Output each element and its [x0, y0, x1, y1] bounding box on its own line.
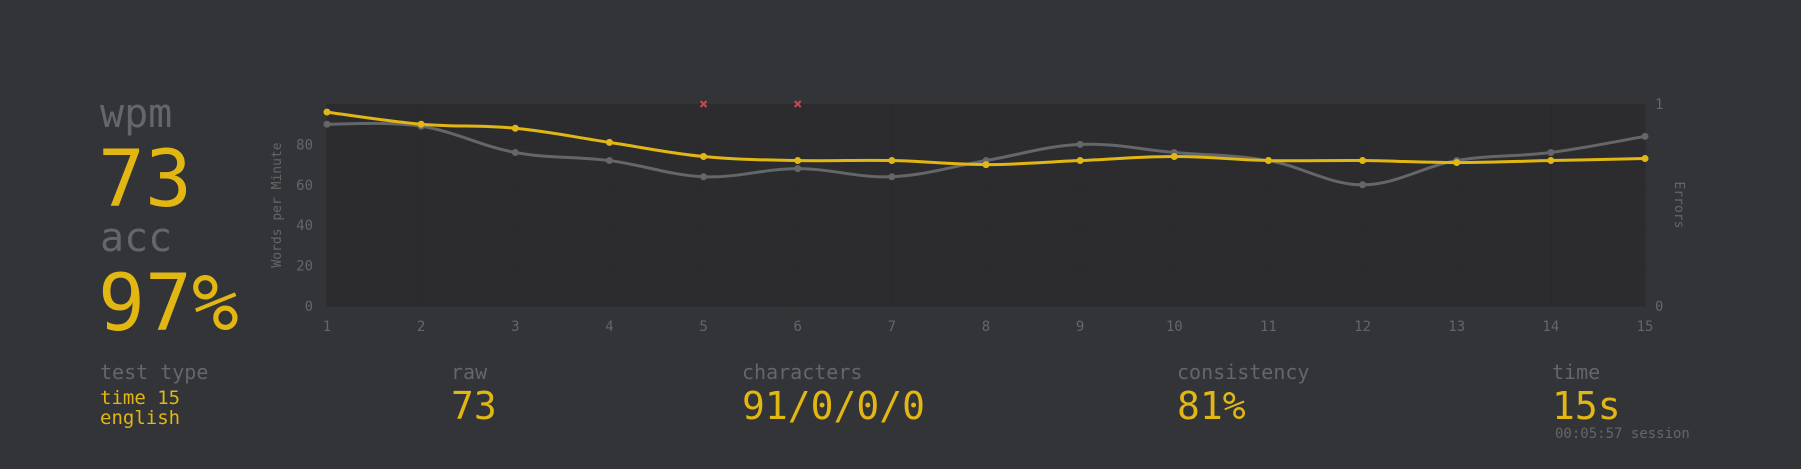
y-tick-label: 0	[305, 299, 313, 315]
error-markers[interactable]	[699, 100, 802, 108]
raw-point	[888, 173, 896, 181]
time-stat[interactable]: time 15s 00:05:57 session	[1552, 360, 1690, 442]
wpm-point	[1453, 159, 1461, 167]
x-tick-label: 15	[1637, 319, 1654, 335]
raw-value[interactable]: 73	[451, 384, 497, 428]
x-tick-label: 10	[1166, 319, 1183, 335]
x-tick-label: 9	[1076, 319, 1084, 335]
x-tick-label: 3	[511, 319, 519, 335]
wpm-point	[605, 138, 613, 146]
x-tick-label: 4	[605, 319, 613, 335]
characters-label: characters	[742, 360, 863, 384]
raw-point	[511, 148, 519, 156]
characters-stat[interactable]: characters 91/0/0/0	[742, 360, 925, 428]
wpm-point	[700, 153, 708, 161]
error-marker	[699, 100, 708, 108]
raw-point	[323, 120, 331, 128]
raw-stat[interactable]: raw 73	[451, 360, 497, 428]
x-axis-ticks: 1 2 3 4 5 6 7 8 9 10 11 12 13 14 15	[323, 319, 1654, 335]
test-type-stat: test type time 15 english	[100, 360, 208, 428]
raw-point	[605, 157, 613, 165]
consistency-label: consistency	[1177, 360, 1310, 384]
x-tick-label: 2	[417, 319, 425, 335]
x-tick-label: 13	[1448, 319, 1465, 335]
y-tick-label: 80	[296, 137, 313, 153]
test-type-mode: time 15	[100, 387, 181, 409]
wpm-point	[794, 157, 802, 165]
wpm-point	[1076, 157, 1084, 165]
wpm-point	[1547, 157, 1555, 165]
wpm-point	[982, 161, 990, 169]
wpm-point	[1264, 157, 1272, 165]
wpm-point	[417, 120, 425, 128]
y2-axis-title: Errors	[1671, 182, 1686, 229]
x-tick-label: 5	[699, 319, 707, 335]
y2-axis-ticks: 01	[1655, 97, 1663, 315]
error-marker	[794, 100, 802, 108]
error-marker-stroke	[699, 100, 708, 108]
raw-point	[1547, 148, 1555, 156]
grid-lines	[326, 104, 1646, 307]
time-value[interactable]: 15s	[1552, 384, 1621, 428]
x-tick-label: 14	[1542, 319, 1559, 335]
wpm-value[interactable]: 73	[98, 135, 192, 225]
y2-tick-label: 0	[1655, 299, 1663, 315]
x-tick-label: 6	[793, 319, 801, 335]
x-tick-label: 1	[323, 319, 331, 335]
error-marker-stroke	[794, 100, 802, 108]
wpm-point	[1359, 157, 1367, 165]
consistency-stat[interactable]: consistency 81%	[1177, 360, 1309, 428]
test-type-label: test type	[100, 360, 209, 384]
raw-point	[700, 173, 708, 181]
raw-point	[1076, 140, 1084, 148]
raw-point	[794, 165, 802, 173]
y-axis-ticks: 0 20 40 60 80	[296, 137, 313, 315]
wpm-point	[1641, 155, 1649, 163]
x-tick-label: 12	[1354, 319, 1371, 335]
y2-tick-label: 1	[1655, 97, 1663, 113]
x-tick-label: 11	[1260, 319, 1277, 335]
x-tick-label: 8	[982, 319, 990, 335]
wpm-label: wpm	[100, 91, 173, 137]
session-time: 00:05:57 session	[1555, 426, 1690, 442]
acc-label: acc	[100, 215, 173, 261]
acc-value[interactable]: 97%	[98, 259, 239, 349]
series-points[interactable]	[323, 108, 1649, 189]
raw-point	[1359, 181, 1367, 189]
raw-point	[1641, 132, 1649, 140]
test-type-language: english	[100, 407, 181, 429]
consistency-value[interactable]: 81%	[1177, 384, 1246, 428]
y-axis-title: Words per Minute	[270, 142, 285, 267]
raw-label: raw	[451, 360, 488, 384]
wpm-point	[323, 108, 331, 116]
wpm-point	[1170, 153, 1178, 161]
wpm-point	[888, 157, 896, 165]
y-tick-label: 40	[296, 218, 313, 234]
wpm-point	[511, 124, 519, 132]
x-tick-label: 7	[888, 319, 896, 335]
y-tick-label: 60	[296, 178, 313, 194]
time-label: time	[1552, 360, 1601, 384]
y-tick-label: 20	[296, 259, 313, 275]
characters-value[interactable]: 91/0/0/0	[742, 384, 926, 428]
